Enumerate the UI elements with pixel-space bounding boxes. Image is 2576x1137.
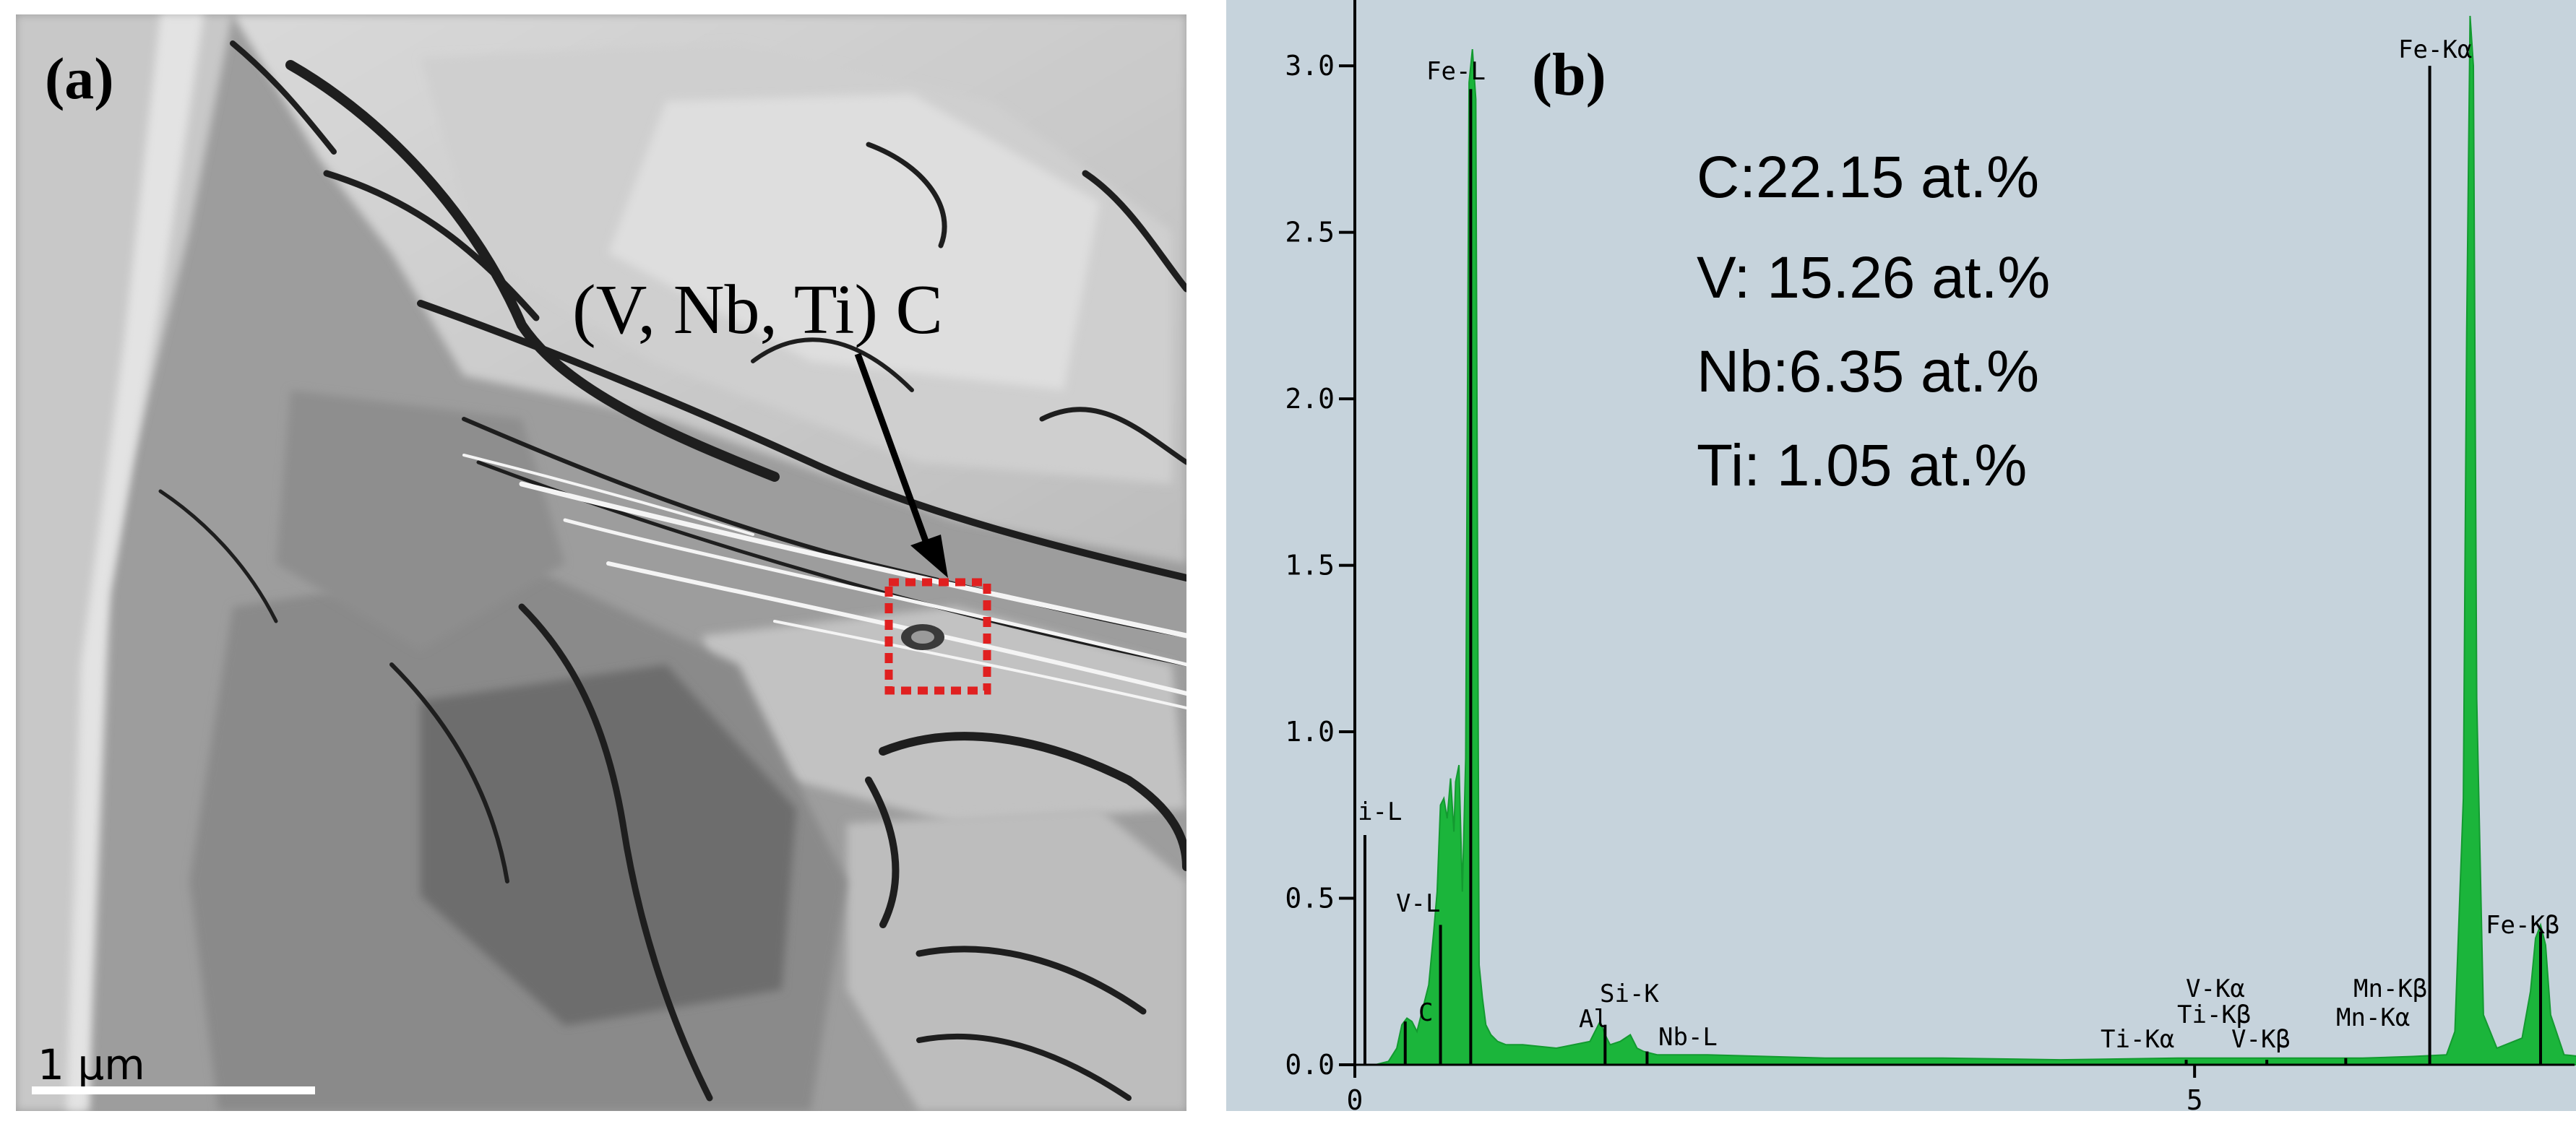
- peak-label: Si-K: [1600, 980, 1659, 1008]
- composition-titanium: Ti: 1.05 at.%: [1697, 433, 2028, 498]
- peak-label: Ti-Kα: [2101, 1025, 2174, 1054]
- peak-label: Mn-Kβ: [2353, 974, 2427, 1003]
- peak-label: Nb-L: [1658, 1023, 1718, 1052]
- spectrum-area: [1355, 15, 2576, 1065]
- y-tick-label: 2.5: [1285, 217, 1335, 248]
- y-tick-label: 1.5: [1285, 550, 1335, 582]
- peak-label: V-Kα: [2186, 974, 2245, 1003]
- particle-marker-box: [884, 578, 991, 695]
- y-tick-label: 2.0: [1285, 383, 1335, 415]
- particle-annotation: (V, Nb, Ti) C: [572, 271, 943, 349]
- peak-label: Fe-Kα: [2398, 35, 2472, 64]
- composition-vanadium: V: 15.26 at.%: [1697, 245, 2051, 311]
- tem-micrograph-panel: (a) (V, Nb, Ti) C 1 μm: [16, 14, 1186, 1111]
- peak-label: V-L: [1396, 889, 1440, 918]
- panel-b-label: (b): [1532, 41, 1606, 108]
- peak-label: Al: [1579, 1005, 1608, 1034]
- peak-label: Mn-Kα: [2336, 1003, 2410, 1032]
- eds-spectrum-chart: 0.0 0.5 1.0 1.5 2.0 2.5 3.0 0 5 i-L V-L C Fe-L Si-KA…: [1226, 0, 2576, 1116]
- composition-niobium: Nb:6.35 at.%: [1697, 339, 2040, 405]
- scale-bar: [32, 1086, 315, 1094]
- peak-label: V-Kβ: [2231, 1025, 2291, 1054]
- y-tick-label: 3.0: [1285, 50, 1335, 82]
- peak-label: Fe-Kβ: [2486, 911, 2559, 940]
- tem-micrograph-image: [16, 14, 1186, 1111]
- annotation-arrow: [854, 353, 948, 578]
- peak-label: C: [1418, 998, 1433, 1027]
- eds-spectrum-panel: 0.0 0.5 1.0 1.5 2.0 2.5 3.0 0 5 i-L V-L C Fe-L Si-K A…: [1225, 0, 2576, 1137]
- composition-carbon: C:22.15 at.%: [1697, 144, 2040, 210]
- x-tick-label: 5: [2187, 1084, 2203, 1116]
- y-tick-label: 1.0: [1285, 716, 1335, 748]
- panel-a-label: (a): [45, 46, 114, 111]
- scale-bar-label: 1 μm: [38, 1040, 145, 1089]
- peak-label: Ti-Kβ: [2177, 1000, 2251, 1029]
- y-tick-label: 0.5: [1285, 883, 1335, 915]
- peak-label: i-L: [1358, 797, 1402, 826]
- y-tick-label: 0.0: [1285, 1049, 1335, 1081]
- peak-label: Fe-L: [1426, 57, 1486, 86]
- x-tick-label: 0: [1347, 1084, 1364, 1116]
